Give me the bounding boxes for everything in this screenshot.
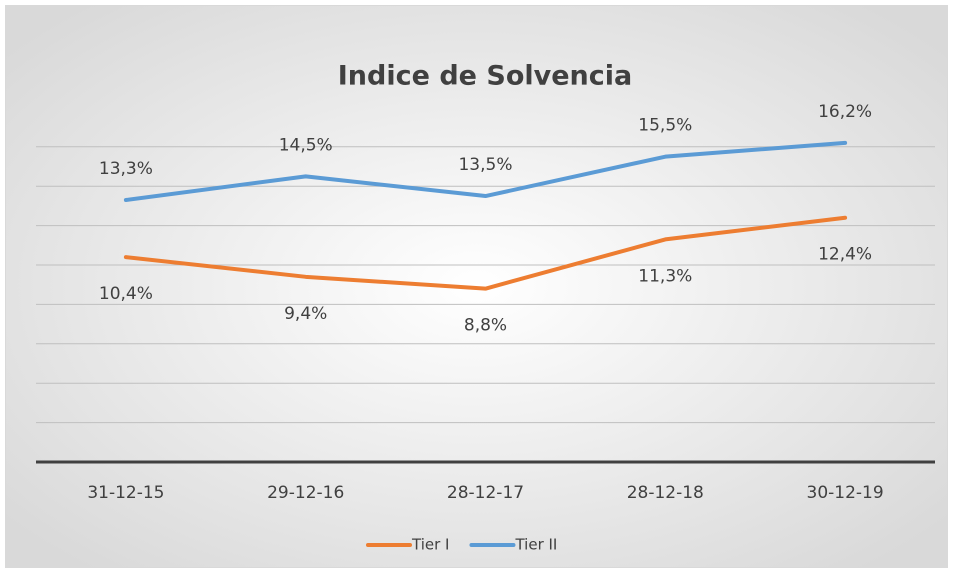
data-label: 10,4% bbox=[99, 284, 153, 304]
x-tick-label: 28-12-17 bbox=[447, 483, 524, 503]
data-label: 15,5% bbox=[638, 116, 692, 136]
data-label: 14,5% bbox=[279, 135, 333, 155]
legend-label: Tier I bbox=[411, 536, 449, 554]
data-label: 11,3% bbox=[638, 266, 692, 286]
data-label: 16,2% bbox=[818, 102, 872, 122]
x-tick-label: 30-12-19 bbox=[807, 483, 884, 503]
data-label: 13,3% bbox=[99, 159, 153, 179]
x-tick-label: 31-12-15 bbox=[87, 483, 164, 503]
line bbox=[123, 140, 848, 202]
data-label: 9,4% bbox=[284, 304, 327, 324]
legend-label: Tier II bbox=[514, 536, 557, 554]
data-label: 13,5% bbox=[458, 155, 512, 175]
data-label: 8,8% bbox=[464, 316, 507, 336]
x-tick-label: 28-12-18 bbox=[627, 483, 704, 503]
x-tick-label: 29-12-16 bbox=[267, 483, 344, 503]
chart-title: Indice de Solvencia bbox=[338, 61, 632, 92]
data-label: 12,4% bbox=[818, 245, 872, 265]
line bbox=[123, 215, 848, 291]
